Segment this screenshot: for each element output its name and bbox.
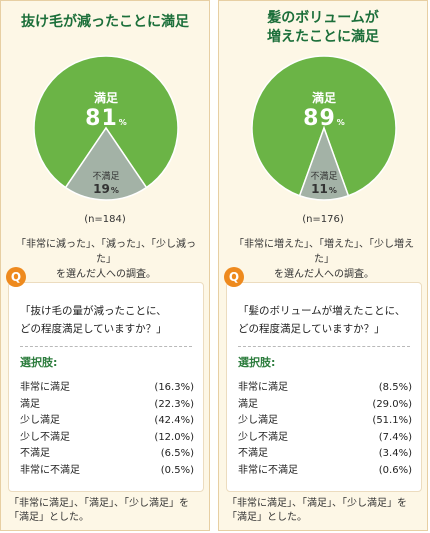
option-value: (3.4%): [378, 448, 412, 459]
option-row: 非常に満足 (16.3%): [20, 380, 194, 397]
option-label: 少し不満足: [20, 431, 70, 443]
option-label: 満足: [20, 398, 40, 410]
question-box: 「抜け毛の量が減ったことに、 どの程度満足していますか？」 選択肢: 非常に満足…: [8, 282, 204, 492]
divider: [20, 346, 192, 347]
divider: [238, 346, 410, 347]
question-text: 「抜け毛の量が減ったことに、 どの程度満足していますか？」: [20, 305, 167, 335]
options-heading: 選択肢:: [238, 356, 276, 369]
pie-slice-unsatisfied: [298, 125, 350, 201]
option-value: (8.5%): [378, 382, 412, 393]
chart-title: 抜け毛が減ったことに満足: [21, 14, 189, 30]
option-label: 不満足: [238, 448, 268, 459]
option-label: 非常に不満足: [238, 464, 298, 476]
option-row: 少し不満足 (12.0%): [20, 430, 194, 447]
option-row: 少し満足 (42.4%): [20, 413, 194, 430]
question-icon: Q: [6, 267, 26, 287]
option-row: 満足 (29.0%): [238, 397, 412, 414]
option-label: 不満足: [20, 448, 50, 459]
option-row: 非常に不満足 (0.5%): [20, 463, 194, 480]
pie-label-satisfied: 満足: [311, 91, 336, 105]
option-value: (29.0%): [372, 398, 412, 410]
pie-value-satisfied: 89%: [303, 106, 345, 131]
sample-size: (n=184): [84, 214, 126, 225]
pie-label-satisfied: 満足: [93, 91, 118, 105]
option-value: (0.6%): [378, 464, 412, 476]
pie-chart: 満足 81% 不満足 19%: [33, 55, 179, 201]
option-row: 満足 (22.3%): [20, 397, 194, 414]
pie-slice-unsatisfied: [64, 126, 148, 201]
respondents-note: 「非常に増えた」、「増えた」、「少し増えた」 を選んだ人への調査。: [234, 239, 414, 280]
footnote: 「非常に満足」、「満足」、「少し満足」を 「満足」とした。: [9, 498, 189, 523]
survey-panel-hair-volume: 髪のボリュームが 増えたことに満足 満足 89% 不満足 11% (n=176)…: [218, 0, 428, 531]
option-label: 非常に満足: [20, 382, 70, 393]
option-row: 不満足 (3.4%): [238, 446, 412, 463]
pie-value-unsatisfied: 19%: [93, 182, 119, 196]
pie-slice-satisfied: [33, 55, 179, 189]
pie-svg: [251, 55, 397, 201]
option-row: 少し不満足 (7.4%): [238, 430, 412, 447]
option-row: 非常に不満足 (0.6%): [238, 463, 412, 480]
option-label: 少し不満足: [238, 431, 288, 443]
question-box: 「髪のボリュームが増えたことに、 どの程度満足していますか？」 選択肢: 非常に…: [226, 282, 422, 492]
option-label: 非常に満足: [238, 382, 288, 393]
question-text: 「髪のボリュームが増えたことに、 どの程度満足していますか？」: [238, 305, 406, 335]
question-icon: Q: [224, 267, 244, 287]
option-row: 少し満足 (51.1%): [238, 413, 412, 430]
option-value: (6.5%): [160, 448, 194, 459]
option-value: (16.3%): [154, 382, 194, 393]
option-label: 非常に不満足: [20, 464, 80, 476]
option-label: 満足: [238, 398, 258, 410]
option-value: (0.5%): [160, 464, 194, 476]
pie-svg: [33, 55, 179, 201]
pie-label-unsatisfied: 不満足: [92, 172, 120, 182]
option-value: (22.3%): [154, 398, 194, 410]
option-label: 少し満足: [20, 415, 60, 426]
options-list: 非常に満足 (16.3%) 満足 (22.3%) 少し満足 (42.4%) 少し不満足…: [20, 380, 194, 479]
sample-size: (n=176): [302, 214, 344, 225]
option-value: (7.4%): [378, 431, 412, 443]
option-value: (42.4%): [154, 415, 194, 426]
option-row: 非常に満足 (8.5%): [238, 380, 412, 397]
footnote: 「非常に満足」、「満足」、「少し満足」を 「満足」とした。: [227, 498, 407, 523]
option-value: (51.1%): [372, 415, 412, 426]
options-heading: 選択肢:: [20, 356, 58, 369]
options-list: 非常に満足 (8.5%) 満足 (29.0%) 少し満足 (51.1%) 少し不満足 (…: [238, 380, 412, 479]
survey-panel-hair-loss: 抜け毛が減ったことに満足 満足 81% 不満足 19% (n=184) 「非常に…: [0, 0, 210, 531]
pie-value-unsatisfied: 11%: [311, 182, 337, 196]
pie-value-satisfied: 81%: [85, 106, 127, 131]
option-row: 不満足 (6.5%): [20, 446, 194, 463]
pie-chart: 満足 89% 不満足 11%: [251, 55, 397, 201]
option-value: (12.0%): [154, 431, 194, 443]
option-label: 少し満足: [238, 415, 278, 426]
respondents-note: 「非常に減った」、「減った」、「少し減った」 を選んだ人への調査。: [16, 239, 196, 280]
pie-label-unsatisfied: 不満足: [310, 172, 338, 182]
chart-title: 髪のボリュームが 増えたことに満足: [267, 10, 379, 45]
